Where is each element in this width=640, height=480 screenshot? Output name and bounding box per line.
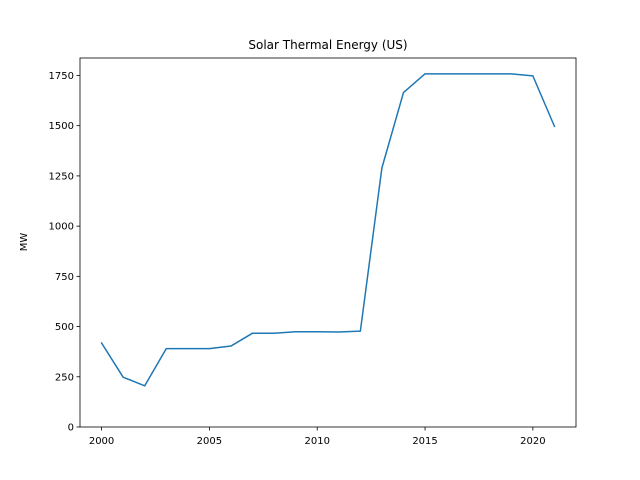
y-tick-label: 500 — [55, 322, 74, 333]
y-tick-label: 1000 — [49, 222, 74, 233]
series-layer — [100, 73, 556, 387]
plot-area-frame — [79, 57, 577, 428]
y-tick-label: 750 — [55, 272, 74, 283]
y-tick-label: 250 — [55, 372, 74, 383]
x-tick-label: 2020 — [520, 436, 545, 447]
y-tick-label: 1500 — [49, 121, 74, 132]
chart-title: Solar Thermal Energy (US) — [248, 38, 407, 52]
y-tick-label: 1750 — [49, 71, 74, 82]
x-tick-label: 2005 — [197, 436, 222, 447]
x-tick-label: 2010 — [304, 436, 329, 447]
x-axis-ticks: 2000 2005 2010 2015 2020 — [89, 427, 546, 447]
y-axis-label: MW — [19, 233, 30, 252]
x-tick-label: 2000 — [89, 436, 114, 447]
series-line — [100, 73, 556, 387]
y-tick-label: 1250 — [49, 171, 74, 182]
x-tick-label: 2015 — [412, 436, 437, 447]
y-axis-ticks: 0 250 500 750 1000 1250 1500 1750 — [49, 71, 80, 434]
y-tick-label: 0 — [68, 423, 74, 434]
